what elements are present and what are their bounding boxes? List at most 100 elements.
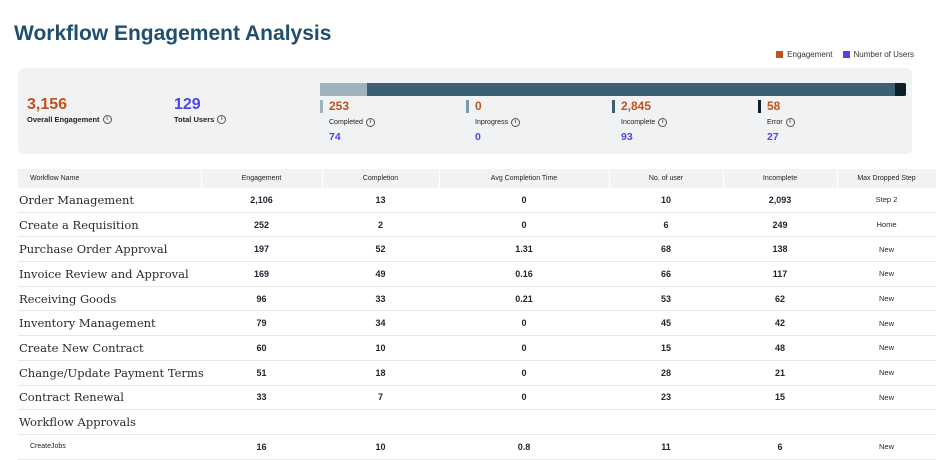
column-header-completion[interactable]: Completion — [322, 169, 440, 188]
users-cell: 10 — [609, 188, 723, 213]
info-icon[interactable]: i — [785, 118, 795, 127]
completion-cell: 33 — [322, 286, 439, 312]
table-row[interactable]: Inventory Management 79 34 0 45 42 New — [18, 310, 936, 337]
summary-card: 3,156 Overall Engagement i 129 Total Use… — [18, 68, 912, 154]
column-header-max-dropped-step[interactable]: Max Dropped Step — [837, 169, 936, 188]
status-progress-bar — [320, 83, 906, 96]
total-users-label-row: Total Users i — [174, 115, 227, 124]
engagement-cell: 197 — [201, 236, 322, 263]
table-row[interactable]: Receiving Goods 96 33 0.21 53 62 New — [18, 286, 936, 312]
table-header-row: Workflow Name Engagement Completion Avg … — [18, 169, 936, 188]
incomplete-cell — [723, 409, 837, 435]
completion-cell: 7 — [322, 385, 439, 411]
table-row[interactable]: Invoice Review and Approval 169 49 0.16 66 11… — [18, 261, 936, 287]
completion-cell: 34 — [322, 310, 439, 337]
table-row[interactable]: Create a Requisition 252 2 0 6 249 Home — [18, 212, 936, 238]
engagement-cell: 252 — [201, 212, 322, 238]
avg-time-cell: 0 — [439, 310, 609, 337]
completion-cell: 10 — [322, 335, 439, 361]
completion-cell: 13 — [322, 188, 439, 213]
stat-incomplete: 2,845 Incomplete i 93 — [612, 100, 668, 143]
stat-incomplete-label: Incomplete — [621, 119, 656, 126]
stat-error: 58 Error i 27 — [758, 100, 795, 143]
completion-cell: 49 — [322, 261, 439, 287]
stat-error-label: Error — [767, 119, 783, 126]
table-row[interactable]: Create New Contract 60 10 0 15 48 New — [18, 335, 936, 361]
workflow-name-cell: Receiving Goods — [18, 286, 201, 312]
avg-time-cell: 0 — [439, 360, 609, 386]
stat-completed: 253 Completed i 74 — [320, 100, 375, 143]
column-header-workflow-name[interactable]: Workflow Name — [18, 169, 202, 188]
workflow-name-cell: Contract Renewal — [18, 385, 201, 411]
workflow-name-cell: Purchase Order Approval — [18, 236, 201, 263]
users-cell: 28 — [609, 360, 723, 386]
users-cell: 23 — [609, 385, 723, 411]
max-step-cell: New — [837, 286, 936, 312]
progress-segment-error — [895, 83, 906, 96]
overall-engagement-label-row: Overall Engagement i — [27, 115, 112, 124]
total-users-label: Total Users — [174, 115, 215, 124]
info-icon[interactable]: i — [217, 115, 227, 124]
stat-error-users: 27 — [767, 131, 779, 143]
legend-swatch-users — [842, 51, 850, 58]
completion-cell: 10 — [322, 434, 439, 460]
legend-label-users: Number of Users — [853, 50, 914, 59]
avg-time-cell: 0.21 — [439, 286, 609, 312]
users-cell: 6 — [609, 212, 723, 238]
stat-error-value: 58 — [758, 100, 795, 113]
completion-cell: 18 — [322, 360, 439, 386]
table-row[interactable]: Workflow Approvals — [18, 409, 936, 435]
completion-cell: 2 — [322, 212, 439, 238]
stat-completed-label: Completed — [329, 119, 363, 126]
incomplete-cell: 42 — [723, 310, 837, 337]
table-row[interactable]: Purchase Order Approval 197 52 1.31 68 138 New — [18, 236, 936, 263]
column-header-no-of-user[interactable]: No. of user — [609, 169, 724, 188]
users-cell: 68 — [609, 236, 723, 263]
chart-legend: Engagement Number of Users — [776, 50, 914, 59]
info-icon[interactable]: i — [365, 118, 375, 127]
workflow-name-cell: Invoice Review and Approval — [18, 261, 201, 287]
stat-completed-value: 253 — [320, 100, 375, 113]
max-step-cell: Step 2 — [837, 188, 936, 213]
legend-item-engagement: Engagement — [776, 50, 833, 59]
avg-time-cell: 0.8 — [439, 434, 609, 460]
stat-incomplete-value: 2,845 — [612, 100, 667, 113]
info-icon[interactable]: i — [658, 118, 668, 127]
workflow-table: Workflow Name Engagement Completion Avg … — [18, 169, 936, 460]
table-row[interactable]: CreateJobs 16 10 0.8 11 6 New — [18, 434, 936, 460]
workflow-name-cell: Workflow Approvals — [18, 409, 201, 435]
max-step-cell: New — [837, 261, 936, 287]
stat-inprogress-users: 0 — [475, 131, 481, 143]
engagement-cell: 33 — [201, 385, 322, 411]
table-row[interactable]: Order Management 2,106 13 0 10 2,093 Step 2 — [18, 188, 936, 213]
column-header-engagement[interactable]: Engagement — [201, 169, 323, 188]
column-header-incomplete[interactable]: Incomplete — [723, 169, 838, 188]
progress-segment-incomplete — [366, 83, 896, 96]
users-cell — [609, 409, 723, 435]
info-icon[interactable]: i — [102, 115, 112, 124]
max-step-cell: New — [837, 434, 936, 460]
legend-swatch-engagement — [776, 51, 784, 58]
overall-engagement-label: Overall Engagement — [27, 115, 100, 124]
info-icon[interactable]: i — [511, 118, 521, 127]
column-header-avg-completion-time[interactable]: Avg Completion Time — [439, 169, 610, 188]
table-body: Order Management 2,106 13 0 10 2,093 Step 2 Cre… — [18, 188, 936, 460]
stat-inprogress-value: 0 — [466, 100, 520, 113]
max-step-cell: New — [837, 236, 936, 263]
engagement-cell: 51 — [201, 360, 322, 386]
table-row[interactable]: Contract Renewal 33 7 0 23 15 New — [18, 385, 936, 411]
avg-time-cell: 0 — [439, 212, 609, 238]
incomplete-cell: 138 — [723, 236, 837, 263]
overall-engagement-kpi: 3,156 Overall Engagement i — [27, 96, 112, 124]
workflow-name-cell: Order Management — [18, 188, 201, 213]
users-cell: 53 — [609, 286, 723, 312]
max-step-cell: New — [837, 360, 936, 386]
table-row[interactable]: Change/Update Payment Terms 51 18 0 28 21 New — [18, 360, 936, 386]
max-step-cell: New — [837, 385, 936, 411]
engagement-cell: 96 — [201, 286, 322, 312]
workflow-name-cell: Inventory Management — [18, 310, 201, 337]
avg-time-cell: 1.31 — [439, 236, 609, 263]
max-step-cell: Home — [837, 212, 936, 238]
workflow-name-cell: Create New Contract — [18, 335, 201, 361]
incomplete-cell: 2,093 — [723, 188, 837, 213]
